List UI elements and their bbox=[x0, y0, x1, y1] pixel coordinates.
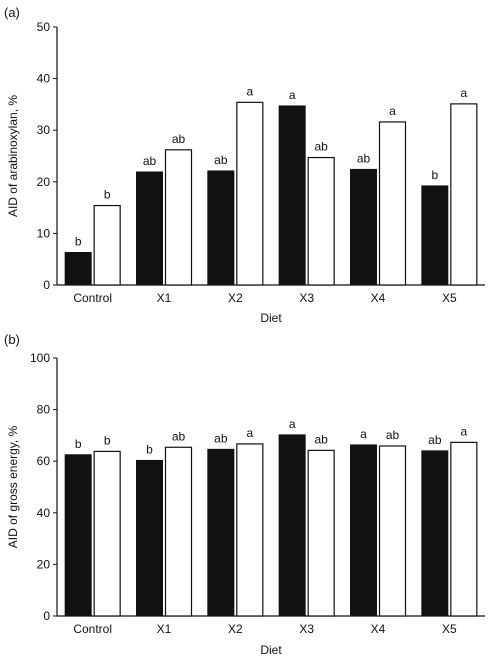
significance-label-a-filled-4: ab bbox=[357, 151, 371, 165]
category-label-b-0: Control bbox=[73, 622, 112, 636]
significance-label-a-filled-0: b bbox=[75, 234, 82, 248]
y-tick-label-b-5: 100 bbox=[30, 351, 50, 365]
category-label-a-5: X5 bbox=[442, 291, 457, 305]
y-tick-label-b-2: 40 bbox=[37, 506, 51, 520]
bar-a-filled-2 bbox=[207, 170, 235, 286]
bar-a-filled-1 bbox=[136, 171, 163, 286]
panel-label-b: (b) bbox=[4, 332, 20, 347]
bar-a-filled-4 bbox=[350, 168, 377, 286]
significance-label-b-filled-1: b bbox=[146, 442, 153, 456]
bar-a-open-0 bbox=[93, 204, 121, 286]
bar-b-open-4 bbox=[378, 445, 407, 617]
significance-label-a-filled-3: a bbox=[289, 88, 296, 102]
bar-a-open-5 bbox=[450, 103, 478, 286]
y-tick-label-b-3: 60 bbox=[37, 454, 51, 468]
y-tick-label-a-0: 0 bbox=[43, 278, 50, 292]
significance-label-b-open-1: ab bbox=[172, 429, 186, 443]
bar-a-filled-5 bbox=[421, 185, 449, 286]
category-label-a-0: Control bbox=[73, 291, 112, 305]
significance-label-b-open-3: ab bbox=[314, 432, 328, 446]
category-label-a-3: X3 bbox=[299, 291, 314, 305]
chart-panel-a: (a) 0 10 20 30 40 50 AID of arabinoxylan, % Cont… bbox=[4, 5, 485, 325]
bar-a-open-3 bbox=[307, 156, 335, 286]
y-tick-label-a-1: 10 bbox=[37, 226, 51, 240]
bar-a-open-4 bbox=[378, 121, 407, 286]
chart-panel-b: (b) 0 20 40 60 80 100 AID of gross energy, % Con… bbox=[4, 332, 485, 657]
bar-a-open-1 bbox=[164, 149, 193, 286]
y-tick-label-b-4: 80 bbox=[37, 403, 51, 417]
significance-label-b-filled-0: b bbox=[75, 437, 82, 451]
panel-label-a: (a) bbox=[4, 5, 20, 20]
category-label-b-4: X4 bbox=[371, 622, 386, 636]
x-axis-title-a: Diet bbox=[260, 311, 282, 325]
significance-label-b-open-5: a bbox=[460, 424, 467, 438]
significance-label-a-filled-5: b bbox=[431, 168, 438, 182]
category-label-a-1: X1 bbox=[157, 291, 172, 305]
significance-label-b-open-4: ab bbox=[386, 428, 400, 442]
significance-label-a-open-5: a bbox=[460, 86, 467, 100]
bar-b-open-5 bbox=[450, 441, 478, 617]
bar-a-filled-0 bbox=[64, 251, 92, 286]
bar-b-open-0 bbox=[93, 450, 121, 617]
significance-label-b-open-0: b bbox=[104, 433, 111, 447]
y-tick-label-a-2: 20 bbox=[37, 175, 51, 189]
bar-b-open-3 bbox=[307, 449, 335, 617]
x-axis-title-b: Diet bbox=[260, 643, 282, 657]
bar-b-open-2 bbox=[236, 443, 264, 617]
category-label-b-2: X2 bbox=[228, 622, 243, 636]
significance-label-a-open-0: b bbox=[104, 188, 111, 202]
significance-label-a-filled-1: ab bbox=[143, 154, 157, 168]
y-tick-label-a-4: 40 bbox=[37, 72, 51, 86]
significance-label-b-filled-4: a bbox=[360, 427, 367, 441]
significance-label-b-open-2: a bbox=[246, 426, 253, 440]
bar-b-filled-0 bbox=[64, 454, 92, 617]
y-tick-label-a-3: 30 bbox=[37, 123, 51, 137]
significance-label-b-filled-2: ab bbox=[214, 431, 228, 445]
bar-b-filled-1 bbox=[136, 459, 163, 617]
significance-label-b-filled-3: a bbox=[289, 417, 296, 431]
y-axis-title-b: AID of gross energy, % bbox=[6, 425, 20, 548]
category-label-b-3: X3 bbox=[299, 622, 314, 636]
significance-label-b-filled-5: ab bbox=[428, 433, 442, 447]
category-label-a-4: X4 bbox=[371, 291, 386, 305]
bar-b-filled-5 bbox=[421, 450, 449, 617]
category-label-b-1: X1 bbox=[157, 622, 172, 636]
y-axis-title-a: AID of arabinoxylan, % bbox=[6, 95, 20, 217]
significance-label-a-open-3: ab bbox=[314, 140, 328, 154]
bar-a-open-2 bbox=[236, 101, 264, 286]
y-tick-label-b-0: 0 bbox=[43, 609, 50, 623]
y-tick-label-a-5: 50 bbox=[37, 20, 51, 34]
significance-label-a-open-4: a bbox=[389, 104, 396, 118]
category-label-a-2: X2 bbox=[228, 291, 243, 305]
significance-label-a-open-1: ab bbox=[172, 132, 186, 146]
y-tick-label-b-1: 20 bbox=[37, 557, 51, 571]
bar-b-filled-3 bbox=[278, 434, 306, 617]
bar-b-filled-2 bbox=[207, 448, 235, 617]
bar-b-open-1 bbox=[164, 446, 193, 617]
significance-label-a-filled-2: ab bbox=[214, 153, 228, 167]
significance-label-a-open-2: a bbox=[246, 84, 253, 98]
category-label-b-5: X5 bbox=[442, 622, 457, 636]
bar-b-filled-4 bbox=[350, 444, 377, 617]
bar-a-filled-3 bbox=[278, 105, 306, 286]
